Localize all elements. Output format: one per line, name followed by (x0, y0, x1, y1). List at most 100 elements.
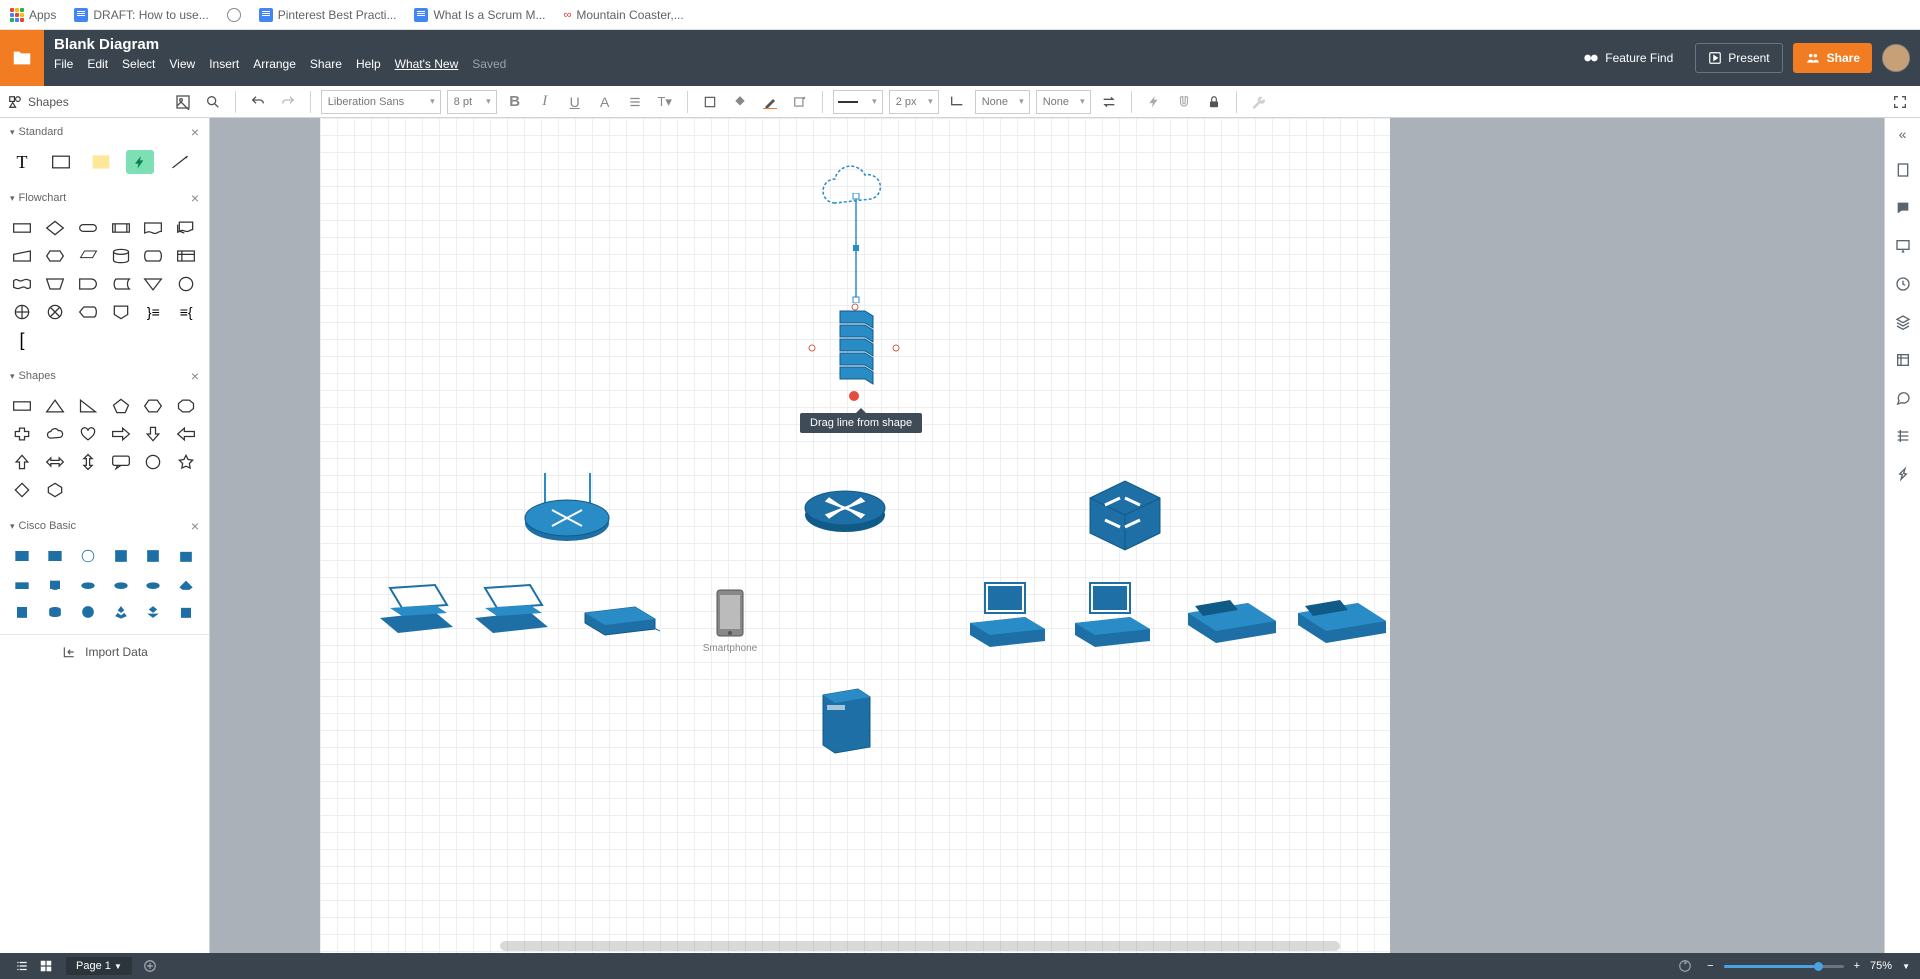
multidoc-shape[interactable] (172, 216, 200, 240)
display-shape[interactable] (74, 300, 102, 324)
arrow-left[interactable] (172, 422, 200, 446)
pentagon[interactable] (107, 394, 135, 418)
apps-bookmark[interactable]: Apps (10, 8, 56, 22)
server-node[interactable] (815, 683, 875, 755)
switch-node[interactable] (1080, 473, 1165, 558)
user-avatar[interactable] (1882, 44, 1910, 72)
cisco-shape[interactable] (8, 544, 36, 568)
close-icon[interactable]: × (191, 124, 199, 140)
menu-edit[interactable]: Edit (87, 57, 108, 71)
lock-button[interactable] (1202, 90, 1226, 114)
hotspot-shape[interactable] (126, 150, 154, 174)
layers-icon[interactable] (1893, 312, 1913, 332)
double-arrow-v[interactable] (74, 450, 102, 474)
menu-help[interactable]: Help (356, 57, 381, 71)
rect[interactable] (8, 394, 36, 418)
cisco-shape[interactable] (172, 600, 200, 624)
arrow-end-select[interactable]: None (1036, 90, 1091, 114)
wireless-router-node[interactable] (520, 468, 615, 548)
align-button[interactable] (623, 90, 647, 114)
underline-button[interactable]: U (563, 90, 587, 114)
font-size-select[interactable]: 8 pt (447, 90, 497, 114)
actions-icon[interactable] (1893, 464, 1913, 484)
border-color-button[interactable] (758, 90, 782, 114)
collapse-button[interactable]: « (1899, 126, 1907, 142)
line-shape-button[interactable] (945, 90, 969, 114)
note-shape2[interactable]: ≡{ (172, 300, 200, 324)
modem-node[interactable] (580, 598, 660, 638)
handle-right[interactable] (892, 344, 900, 352)
workstation-node[interactable] (960, 578, 1050, 650)
close-icon[interactable]: × (191, 518, 199, 534)
cisco-shape[interactable] (74, 600, 102, 624)
right-triangle[interactable] (74, 394, 102, 418)
close-icon[interactable]: × (191, 368, 199, 384)
preparation-shape[interactable] (41, 244, 69, 268)
line-shape[interactable] (166, 150, 194, 174)
cisco-shape[interactable] (41, 572, 69, 596)
add-page-button[interactable] (138, 956, 162, 976)
smartphone-node[interactable] (715, 588, 745, 638)
text-color-button[interactable]: A (593, 90, 617, 114)
bookmark-item[interactable]: DRAFT: How to use... (74, 8, 208, 22)
cisco-shape[interactable] (107, 572, 135, 596)
ipphone-node[interactable] (1180, 588, 1280, 643)
canvas[interactable]: Drag line from shape Smartphone (320, 118, 1390, 953)
octagon[interactable] (172, 394, 200, 418)
bookmark-item[interactable]: ∞Mountain Coaster,... (563, 8, 683, 22)
workstation-node[interactable] (1065, 578, 1155, 650)
predefined-shape[interactable] (107, 216, 135, 240)
ipphone-node[interactable] (1290, 588, 1390, 643)
brace-shape[interactable]: }≡ (139, 300, 167, 324)
cisco-shape[interactable] (74, 544, 102, 568)
cisco-shape[interactable] (107, 544, 135, 568)
feature-find-button[interactable]: Feature Find (1571, 43, 1685, 73)
comment-icon[interactable] (1893, 198, 1913, 218)
import-data-button[interactable]: Import Data (0, 634, 209, 669)
poly[interactable] (41, 478, 69, 502)
section-standard[interactable]: ▾Standard× (0, 118, 209, 146)
directdata-shape[interactable] (139, 244, 167, 268)
hexagon[interactable] (139, 394, 167, 418)
triangle[interactable] (41, 394, 69, 418)
arrow-up[interactable] (8, 450, 36, 474)
app-logo[interactable] (0, 30, 44, 86)
text-shape[interactable]: T (8, 150, 36, 174)
arrow-start-select[interactable]: None (975, 90, 1030, 114)
shape-fill-button[interactable] (698, 90, 722, 114)
zoom-level[interactable]: 75% (1870, 960, 1892, 972)
menu-arrange[interactable]: Arrange (253, 57, 296, 71)
image-button[interactable] (171, 90, 195, 114)
delay-shape[interactable] (74, 272, 102, 296)
handle-left[interactable] (808, 344, 816, 352)
bookmark-item[interactable]: What Is a Scrum M... (414, 8, 545, 22)
h-scrollbar[interactable] (500, 941, 1340, 951)
cross[interactable] (8, 422, 36, 446)
shapes-panel-toggle[interactable]: Shapes (8, 95, 69, 109)
data-shape[interactable] (74, 244, 102, 268)
zoom-in[interactable]: + (1854, 960, 1860, 972)
note-shape[interactable] (87, 150, 115, 174)
shape-options-button[interactable] (788, 90, 812, 114)
sum-shape[interactable] (41, 300, 69, 324)
present-icon[interactable] (1893, 236, 1913, 256)
database-shape[interactable] (107, 244, 135, 268)
cloud[interactable] (41, 422, 69, 446)
page-tab[interactable]: Page 1 ▼ (66, 957, 132, 975)
bracket-shape[interactable]: [ (8, 328, 36, 352)
menu-select[interactable]: Select (122, 57, 155, 71)
manual-input-shape[interactable] (8, 244, 36, 268)
diamond[interactable] (8, 478, 36, 502)
zoom-out[interactable]: − (1707, 960, 1713, 972)
font-select[interactable]: Liberation Sans (321, 90, 441, 114)
cisco-shape[interactable] (172, 572, 200, 596)
document-shape[interactable] (139, 216, 167, 240)
menu-file[interactable]: File (54, 57, 73, 71)
master-icon[interactable] (1893, 350, 1913, 370)
cisco-shape[interactable] (139, 544, 167, 568)
cisco-shape[interactable] (172, 544, 200, 568)
cisco-shape[interactable] (41, 600, 69, 624)
bookmark-item[interactable]: Pinterest Best Practi... (259, 8, 397, 22)
star[interactable] (172, 450, 200, 474)
decision-shape[interactable] (41, 216, 69, 240)
